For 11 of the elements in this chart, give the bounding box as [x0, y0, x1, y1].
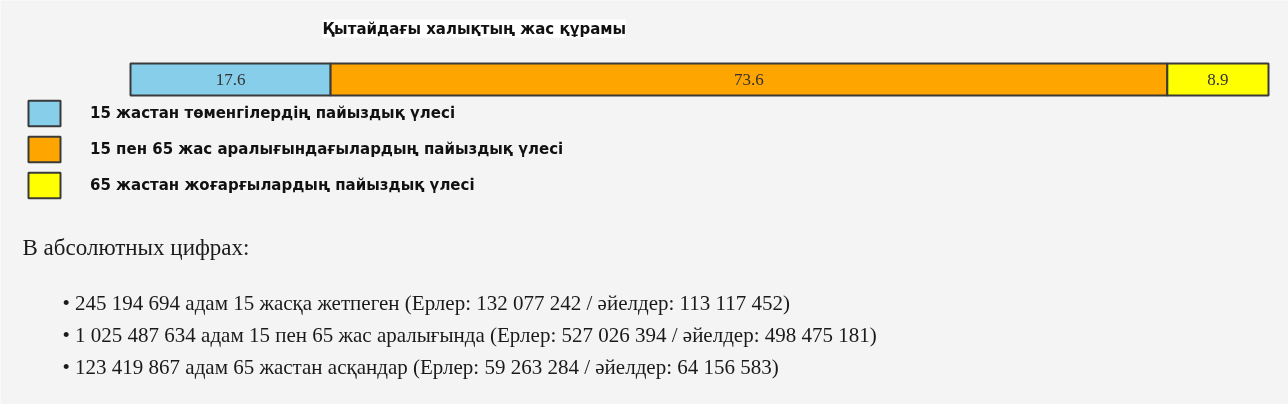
text: • 245 194 694 адам 15 жасқа жетпеген (Ерлер: 132 077 242 / әйелдер: 113 117 452)	[62, 290, 790, 315]
data-label: 8.9	[1207, 70, 1229, 89]
legend-label: 65 жастан жоғарғылардың пайыздық үлесі	[90, 175, 475, 196]
text: В абсолютных цифрах:	[22, 235, 250, 260]
data-label: 17.6	[215, 70, 246, 89]
text: • 123 419 867 адам 65 жастан асқандар (Ерлер: 59 263 284 / әйелдер: 64 156 583)	[62, 354, 779, 379]
legend-label: 15 жастан төменгілердің пайыздық үлесі	[90, 103, 456, 124]
text: • 1 025 487 634 адам 15 пен 65 жас аралығында (Ерлер: 527 026 394 / әйелдер: 498 475 181)	[62, 322, 877, 347]
chart-title: Қытайдағы халықтың жас құрамы	[322, 19, 627, 38]
data-label: 73.6	[734, 70, 764, 89]
legend-label: 15 пен 65 жас аралығындағылардың пайыздық үлесі	[90, 139, 564, 160]
